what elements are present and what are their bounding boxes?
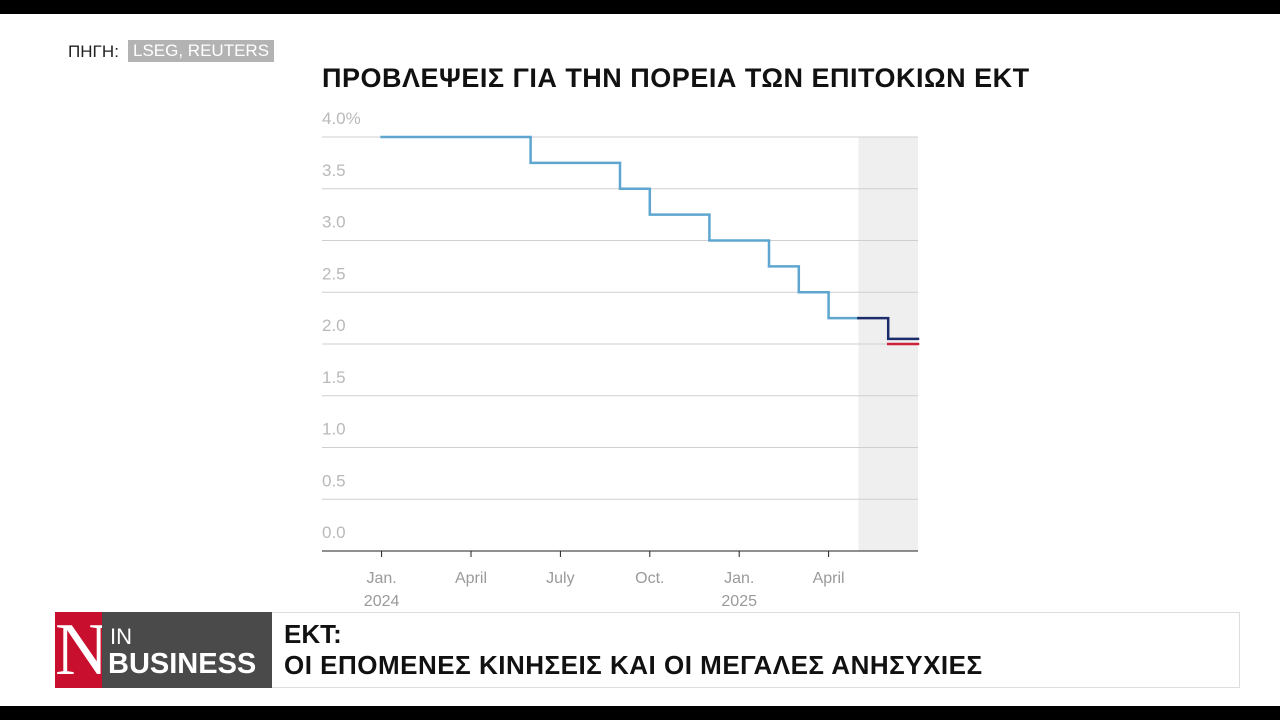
source-label: ΠΗΓΗ: (68, 42, 119, 61)
x-tick-label: July (546, 570, 575, 587)
chart-title: ΠΡΟΒΛΕΨΕΙΣ ΓΙΑ ΤΗΝ ΠΟΡΕΙΑ ΤΩΝ ΕΠΙΤΟΚΙΩΝ … (322, 63, 1030, 93)
y-tick-label: 0.5 (322, 471, 346, 490)
x-tick-label: April (812, 570, 845, 587)
letterbox-bottom (0, 706, 1280, 720)
y-tick-label: 1.5 (322, 368, 346, 387)
y-tick-label: 2.0 (322, 316, 346, 335)
y-tick-label: 3.5 (322, 161, 346, 180)
brand-bottom: BUSINESS (108, 648, 257, 680)
x-tick-label: Oct. (635, 570, 665, 587)
headline: ΕΚΤ: (284, 619, 342, 649)
x-tick-label: April (454, 570, 487, 587)
y-tick-label: 0.0 (322, 523, 346, 542)
y-tick-label: 1.0 (322, 420, 346, 439)
source: LSEG, REUTERS (128, 40, 275, 62)
y-tick-label: 3.0 (322, 213, 346, 232)
letterbox-top (0, 0, 1280, 14)
logo: N (55, 609, 109, 691)
subheadline: ΟΙ ΕΠΟΜΕΝΕΣ ΚΙΝΗΣΕΙΣ ΚΑΙ ΟΙ ΜΕΓΑΛΕΣ ΑΝΗΣ… (284, 650, 983, 680)
y-tick-label: 2.5 (322, 264, 346, 283)
y-tick-label: 4.0% (322, 109, 361, 128)
brand-top: IN (110, 624, 132, 649)
x-tick-label: Jan. 2024 (363, 570, 400, 610)
x-tick-label: Jan. 2025 (721, 570, 757, 610)
brand-box (102, 612, 272, 688)
